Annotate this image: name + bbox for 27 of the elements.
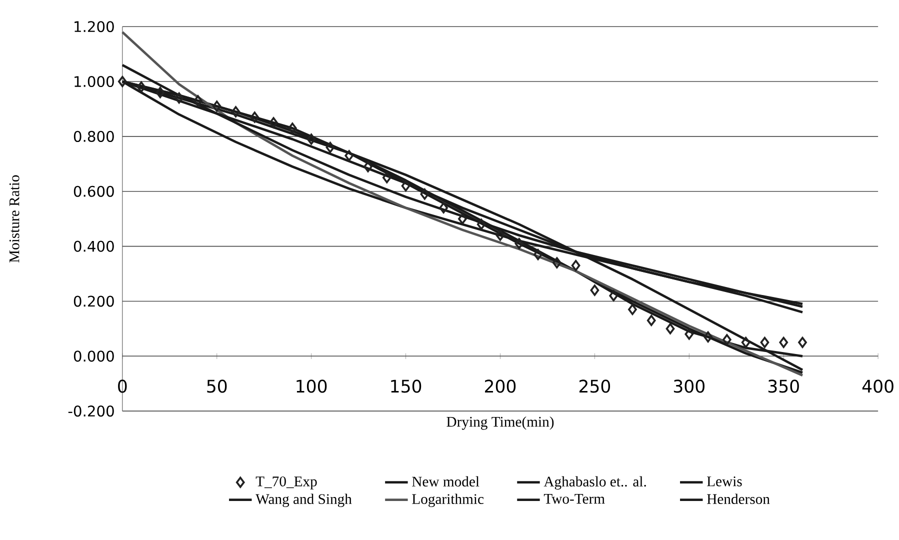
x-tick-label: 350	[768, 380, 799, 393]
x-tick-label: 0	[118, 380, 127, 393]
legend-label: Logarithmic	[412, 494, 484, 507]
legend-label: Henderson	[707, 494, 770, 504]
legend-label: Two-Term	[544, 494, 605, 504]
y-tick-label: 1.200	[74, 21, 114, 32]
y-tick-label: 0.200	[74, 296, 114, 307]
y-tick-label: 0.400	[74, 240, 114, 252]
x-tick-label: 50	[207, 380, 227, 393]
x-tick-label: 200	[485, 380, 516, 393]
x-tick-label: 150	[391, 380, 422, 393]
y-axis-title: Moisture Ratio	[9, 175, 20, 262]
y-tick-label: 1.000	[74, 76, 114, 87]
y-tick-label: -0.200	[68, 405, 114, 417]
x-tick-label: 400	[862, 380, 894, 393]
x-axis-title: Drying Time(min)	[446, 416, 554, 430]
legend-label: Aghabaslo et.. al.	[544, 476, 646, 490]
legend-label: Lewis	[707, 476, 742, 486]
y-tick-label: 0.800	[74, 130, 114, 142]
legend-label: Wang and Singh	[256, 494, 352, 507]
y-tick-label: 0.000	[74, 350, 114, 362]
legend-label: New model	[412, 476, 480, 486]
x-tick-label: 300	[674, 380, 704, 393]
y-tick-label: 0.600	[74, 186, 114, 197]
x-tick-label: 250	[579, 380, 610, 393]
x-tick-label: 100	[296, 380, 327, 393]
legend-label: T_70_Exp	[256, 476, 317, 490]
